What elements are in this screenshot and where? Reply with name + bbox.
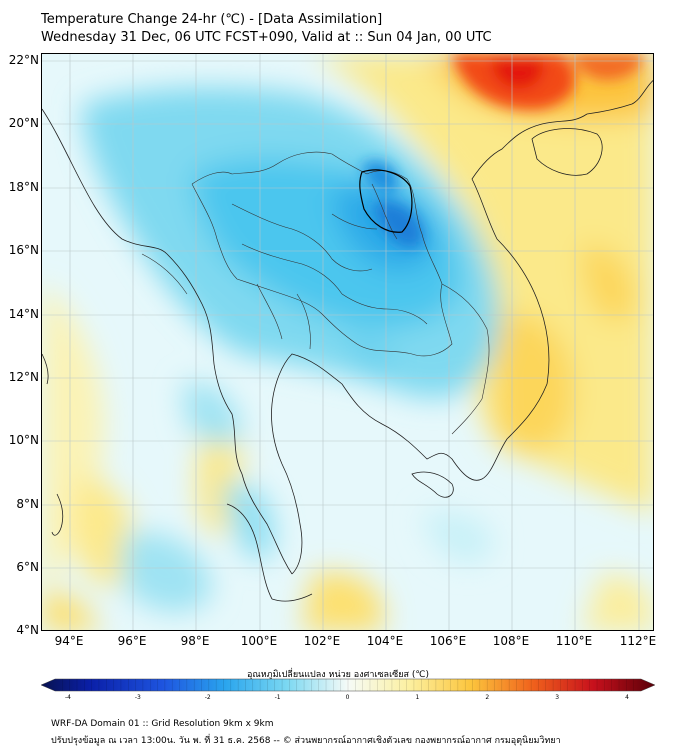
country-borders: [141, 151, 490, 435]
temperature-field: [42, 54, 653, 630]
lon-label: 104°E: [366, 634, 404, 648]
lat-label: 14°N: [8, 307, 39, 321]
lon-label: 112°E: [619, 634, 657, 648]
lat-label: 16°N: [8, 243, 39, 257]
colorbar-tick-label: 0: [345, 694, 350, 701]
lat-label: 8°N: [16, 497, 39, 511]
colorbar: [41, 678, 655, 692]
colorbar-tick-label: 1: [415, 694, 420, 701]
lon-label: 96°E: [117, 634, 147, 648]
lon-label: 110°E: [555, 634, 593, 648]
lat-label: 22°N: [8, 53, 39, 67]
lon-label: 106°E: [429, 634, 467, 648]
lat-label: 18°N: [8, 180, 39, 194]
lon-label: 102°E: [303, 634, 341, 648]
coastlines: [42, 80, 653, 602]
colorbar-tick-label: -3: [134, 694, 141, 701]
lat-label: 20°N: [8, 116, 39, 130]
footer-domain-info: WRF-DA Domain 01 :: Grid Resolution 9km …: [51, 719, 274, 729]
footer-credit: ปรับปรุงข้อมูล ณ เวลา 13:00น. วัน พ. ที่…: [51, 736, 561, 746]
lat-label: 12°N: [8, 370, 39, 384]
map-title: Temperature Change 24-hr (℃) - [Data Ass…: [41, 12, 383, 27]
lat-label: 6°N: [16, 560, 39, 574]
colorbar-tick-label: -2: [204, 694, 211, 701]
colorbar-title: อุณหภูมิเปลี่ยนแปลง หน่วย องศาเซลเซียส (…: [246, 670, 430, 680]
lat-label: 4°N: [16, 623, 39, 637]
lon-label: 108°E: [492, 634, 530, 648]
graticule: [42, 54, 653, 630]
lon-label: 94°E: [54, 634, 84, 648]
lon-label: 100°E: [240, 634, 278, 648]
colorbar-tick-label: -4: [65, 694, 71, 701]
map-subtitle: Wednesday 31 Dec, 06 UTC FCST+090, Valid…: [41, 30, 492, 45]
colorbar-tick-label: 3: [555, 694, 560, 701]
colorbar-tick-label: -1: [274, 694, 281, 701]
lat-label: 10°N: [8, 433, 39, 447]
colorbar-tick-label: 2: [485, 694, 490, 701]
lon-label: 98°E: [180, 634, 210, 648]
temperature-map: [41, 53, 654, 631]
highlighted-region-outline: [359, 169, 413, 233]
colorbar-tick-label: 4: [625, 694, 629, 701]
